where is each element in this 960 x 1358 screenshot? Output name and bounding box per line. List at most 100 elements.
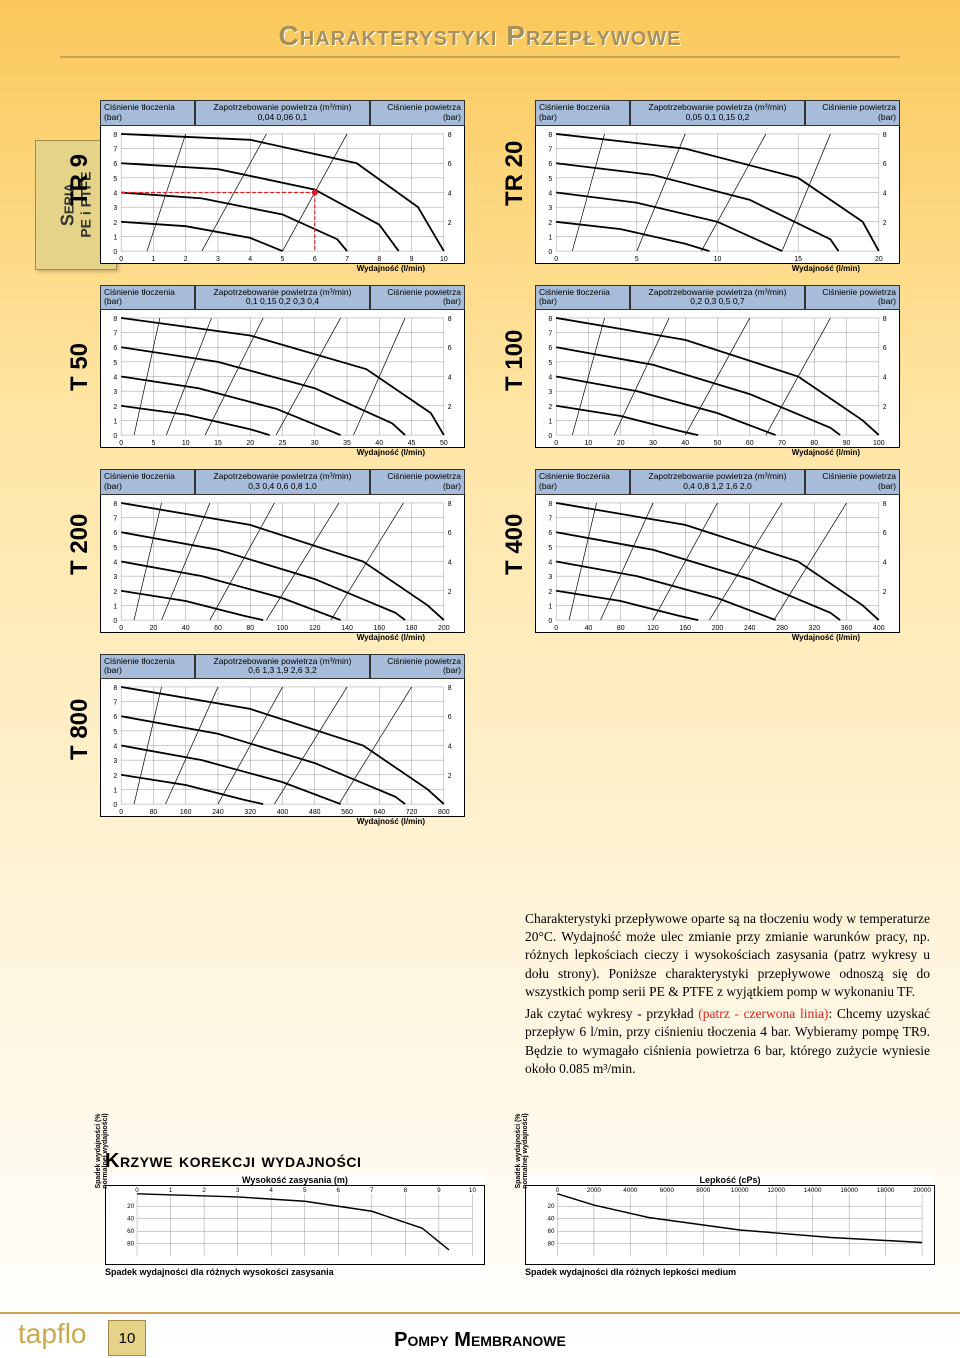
svg-text:5: 5 <box>152 440 156 447</box>
svg-text:20: 20 <box>127 1203 135 1210</box>
svg-text:1: 1 <box>152 256 156 263</box>
svg-text:2: 2 <box>184 256 188 263</box>
chart-plot: 051015202530354045500123456782468 <box>100 310 465 448</box>
head-left: Ciśnienie tłoczenia (bar) <box>100 654 195 680</box>
svg-text:280: 280 <box>776 625 788 632</box>
svg-text:8000: 8000 <box>696 1187 711 1194</box>
svg-text:4: 4 <box>548 559 552 566</box>
svg-text:25: 25 <box>279 440 287 447</box>
model-label: T 400 <box>501 535 529 575</box>
svg-text:10: 10 <box>585 440 593 447</box>
svg-text:180: 180 <box>406 625 418 632</box>
head-mid: Zapotrzebowanie powietrza (m³/min)0,2 0,… <box>630 285 805 311</box>
svg-text:5: 5 <box>113 729 117 736</box>
svg-text:4: 4 <box>248 256 252 263</box>
svg-text:2: 2 <box>548 588 552 595</box>
svg-text:50: 50 <box>440 440 448 447</box>
svg-text:1: 1 <box>548 234 552 241</box>
head-left: Ciśnienie tłoczenia (bar) <box>100 100 195 126</box>
svg-text:5: 5 <box>303 1187 307 1194</box>
svg-text:20000: 20000 <box>913 1187 931 1194</box>
head-mid: Zapotrzebowanie powietrza (m³/min)0,3 0,… <box>195 469 370 495</box>
svg-text:320: 320 <box>809 625 821 632</box>
description-text: Charakterystyki przepływowe oparte są na… <box>525 910 930 1078</box>
svg-text:8: 8 <box>883 316 887 323</box>
svg-text:5: 5 <box>113 175 117 182</box>
svg-text:8: 8 <box>377 256 381 263</box>
page-title: Charakterystyki Przepływowe <box>0 20 960 52</box>
svg-text:0: 0 <box>119 440 123 447</box>
svg-text:120: 120 <box>647 625 659 632</box>
svg-text:10: 10 <box>182 440 190 447</box>
svg-text:30: 30 <box>311 440 319 447</box>
svg-text:480: 480 <box>309 809 321 816</box>
chart-unit: T 200 Ciśnienie tłoczenia (bar) Zapotrze… <box>60 469 465 642</box>
svg-text:40: 40 <box>127 1216 135 1223</box>
svg-text:6: 6 <box>883 345 887 352</box>
svg-text:4: 4 <box>883 375 887 382</box>
corr-title: Wysokość zasysania (m) <box>105 1175 485 1185</box>
chart-unit: TR 20 Ciśnienie tłoczenia (bar) Zapotrze… <box>495 100 900 273</box>
svg-text:80: 80 <box>150 809 158 816</box>
svg-text:0: 0 <box>113 802 117 809</box>
svg-text:8: 8 <box>448 131 452 138</box>
svg-text:640: 640 <box>374 809 386 816</box>
svg-text:40: 40 <box>547 1216 555 1223</box>
svg-text:35: 35 <box>343 440 351 447</box>
svg-text:7: 7 <box>345 256 349 263</box>
svg-text:5: 5 <box>113 544 117 551</box>
model-label: T 800 <box>66 720 94 760</box>
svg-text:2: 2 <box>202 1187 206 1194</box>
svg-text:45: 45 <box>408 440 416 447</box>
chart-plot: 0801602403204004805606407208000123456782… <box>100 679 465 817</box>
svg-text:8: 8 <box>113 131 117 138</box>
x-axis-label: Wydajność (l/min) <box>535 448 900 457</box>
head-left: Ciśnienie tłoczenia (bar) <box>100 469 195 495</box>
svg-text:4: 4 <box>113 559 117 566</box>
svg-text:7: 7 <box>113 146 117 153</box>
desc-red-text: (patrz - czerwona linia) <box>698 1006 828 1021</box>
svg-text:100: 100 <box>873 440 885 447</box>
svg-text:0: 0 <box>113 249 117 256</box>
svg-text:60: 60 <box>127 1228 135 1235</box>
chart-plot: 051015200123456782468 <box>535 126 900 264</box>
svg-text:100: 100 <box>277 625 289 632</box>
svg-text:10: 10 <box>714 256 722 263</box>
svg-text:0: 0 <box>556 1187 560 1194</box>
svg-text:4: 4 <box>883 559 887 566</box>
chart-unit: T 100 Ciśnienie tłoczenia (bar) Zapotrze… <box>495 285 900 458</box>
svg-text:720: 720 <box>406 809 418 816</box>
svg-text:160: 160 <box>374 625 386 632</box>
correction-chart: Lepkość (cPs) Spadek wydajności (% norma… <box>525 1175 935 1277</box>
svg-text:4: 4 <box>448 375 452 382</box>
svg-text:7: 7 <box>113 515 117 522</box>
head-mid: Zapotrzebowanie powietrza (m³/min)0,4 0,… <box>630 469 805 495</box>
svg-text:6: 6 <box>113 345 117 352</box>
svg-text:40: 40 <box>681 440 689 447</box>
svg-text:80: 80 <box>617 625 625 632</box>
svg-text:120: 120 <box>309 625 321 632</box>
svg-text:1: 1 <box>113 788 117 795</box>
svg-text:6: 6 <box>113 530 117 537</box>
corr-caption: Spadek wydajności dla różnych wysokości … <box>105 1265 485 1277</box>
head-right: Ciśnienie powietrza (bar) <box>370 100 465 126</box>
svg-text:2: 2 <box>448 219 452 226</box>
svg-text:4: 4 <box>269 1187 273 1194</box>
x-axis-label: Wydajność (l/min) <box>100 264 465 273</box>
chart-plot: 01020304050607080901000123456782468 <box>535 310 900 448</box>
svg-text:160: 160 <box>180 809 192 816</box>
svg-text:800: 800 <box>438 809 450 816</box>
svg-text:2: 2 <box>548 404 552 411</box>
svg-text:60: 60 <box>547 1228 555 1235</box>
model-label: T 200 <box>66 535 94 575</box>
x-axis-label: Wydajność (l/min) <box>535 264 900 273</box>
x-axis-label: Wydajność (l/min) <box>100 817 465 826</box>
svg-text:200: 200 <box>712 625 724 632</box>
head-mid: Zapotrzebowanie powietrza (m³/min)0,05 0… <box>630 100 805 126</box>
svg-text:7: 7 <box>548 331 552 338</box>
svg-text:8: 8 <box>548 131 552 138</box>
svg-text:5: 5 <box>548 544 552 551</box>
chart-header: Ciśnienie tłoczenia (bar) Zapotrzebowani… <box>535 100 900 126</box>
svg-text:1: 1 <box>113 418 117 425</box>
svg-text:240: 240 <box>744 625 756 632</box>
